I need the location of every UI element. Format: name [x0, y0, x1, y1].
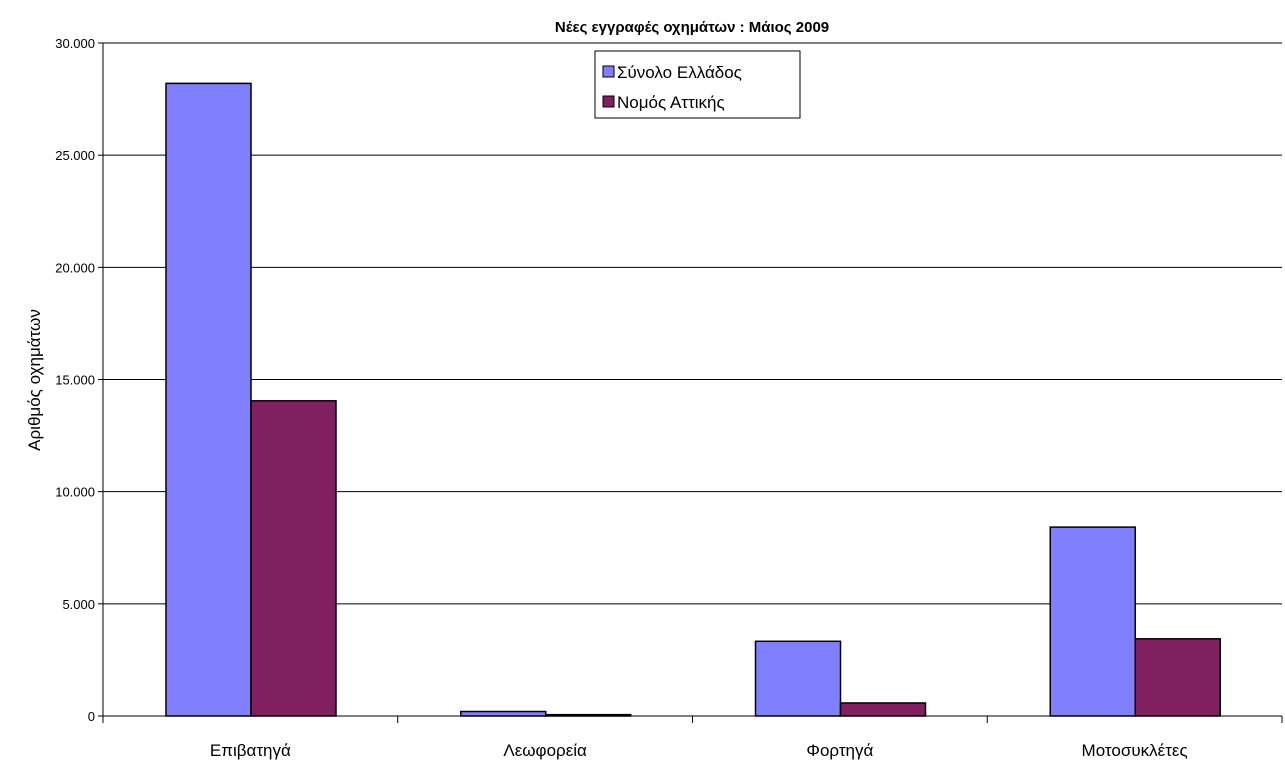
bar — [165, 82, 252, 717]
bars — [165, 82, 1221, 717]
legend: Σύνολο Ελλάδος Νομός Αττικής — [594, 50, 801, 119]
y-tick-label: 25.000 — [55, 148, 95, 163]
y-tick-label: 10.000 — [55, 485, 95, 500]
bar — [754, 640, 842, 717]
x-tick-label: Επιβατηγά — [210, 741, 291, 760]
axes — [102, 43, 1283, 723]
y-tick-label: 15.000 — [55, 373, 95, 388]
bar — [250, 400, 337, 717]
x-tick-label: Μοτοσυκλέτες — [1082, 741, 1188, 760]
bar — [1134, 638, 1221, 717]
legend-label: Νομός Αττικής — [617, 93, 725, 112]
y-tick-label: 5.000 — [62, 597, 95, 612]
bar — [1049, 526, 1136, 717]
y-tick-label: 20.000 — [55, 260, 95, 275]
y-axis-label: Αριθμός οχημάτων — [25, 309, 44, 451]
x-tick-label: Λεωφορεία — [503, 741, 587, 760]
bar — [839, 702, 927, 717]
chart-title: Νέες εγγραφές οχημάτων : Μάιος 2009 — [555, 19, 829, 36]
y-tick-label: 0 — [88, 709, 95, 724]
y-tick-label: 30.000 — [55, 36, 95, 51]
bar — [460, 710, 547, 717]
legend-box — [594, 50, 801, 119]
x-tick-labels: Επιβατηγά Λεωφορεία Φορτηγά Μοτοσυκλέτες — [210, 741, 1188, 760]
legend-label: Σύνολο Ελλάδος — [617, 63, 742, 82]
legend-swatch — [602, 95, 615, 108]
legend-swatch — [602, 65, 615, 78]
y-tick-labels: 0 5.000 10.000 15.000 20.000 25.000 30.000 — [55, 36, 95, 724]
x-tick-label: Φορτηγά — [806, 741, 873, 760]
